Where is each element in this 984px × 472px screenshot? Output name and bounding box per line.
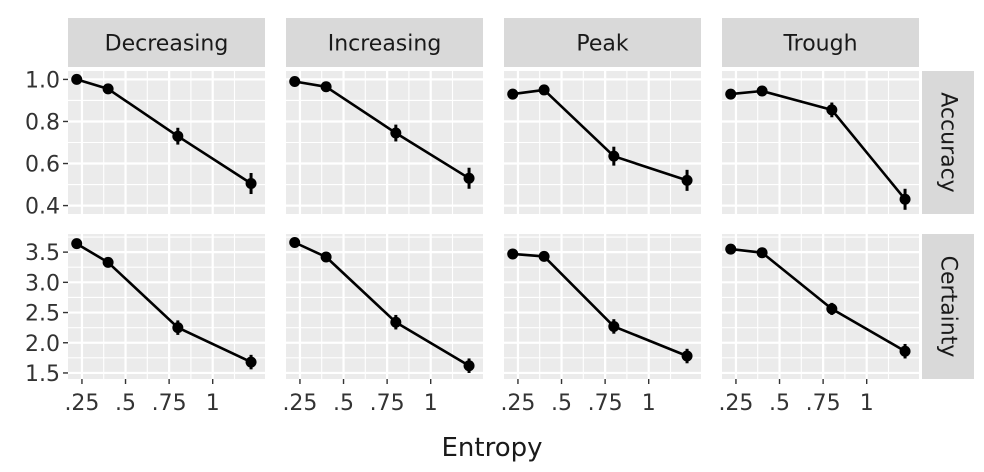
data-point [320, 81, 332, 93]
series-line [76, 78, 252, 185]
x-tick-label: .25 [500, 391, 535, 416]
x-tick-label: .75 [152, 391, 187, 416]
y-tick-label: 3.5 [25, 241, 60, 266]
series-line [76, 242, 252, 364]
data-point [172, 322, 184, 334]
x-tick-label: .25 [282, 391, 317, 416]
data-point [725, 243, 737, 255]
data-point [608, 320, 620, 332]
strip-increasing [286, 18, 483, 67]
x-tick-label: .5 [333, 391, 354, 416]
panel-accuracy-decreasing [68, 71, 265, 214]
data-point [245, 356, 257, 368]
data-point [681, 350, 693, 362]
data-point [102, 83, 114, 95]
series-line [512, 252, 688, 358]
strip-label-increasing: Increasing [328, 32, 442, 57]
x-tick-label: .75 [806, 391, 841, 416]
data-point [71, 238, 83, 250]
facet-grid: Decreasing Increasing Peak Trough Accuracy 0.… [25, 18, 974, 416]
data-point [725, 88, 737, 100]
x-tick-label: .25 [718, 391, 753, 416]
y-tick-label: 0.4 [25, 195, 60, 220]
y-tick-label: 2.5 [25, 302, 60, 327]
panel-certainty-trough [722, 234, 919, 379]
strip-label-trough: Trough [782, 32, 857, 57]
x-tick-label: .5 [551, 391, 572, 416]
series-line [730, 247, 906, 353]
data-point [507, 88, 519, 100]
data-point [826, 303, 838, 315]
data-point [538, 250, 550, 262]
data-point [289, 76, 301, 88]
data-point [390, 127, 402, 139]
x-tick-label: 1 [642, 391, 656, 416]
strip-label-accuracy: Accuracy [936, 92, 961, 192]
data-point [608, 150, 620, 162]
y-tick-label: 2.0 [25, 332, 60, 357]
data-point [102, 256, 114, 268]
data-point [899, 345, 911, 357]
data-point [390, 316, 402, 328]
data-point [320, 251, 332, 263]
x-tick-label: .5 [115, 391, 136, 416]
strip-certainty [922, 234, 974, 379]
data-point [463, 172, 475, 184]
data-point [899, 193, 911, 205]
strip-label-certainty: Certainty [936, 256, 961, 358]
data-point [681, 174, 693, 186]
panel-accuracy-increasing [286, 71, 483, 214]
x-axis-title: Entropy [441, 433, 542, 463]
strip-trough [722, 18, 919, 67]
x-tick-label: .5 [769, 391, 790, 416]
series-line [294, 80, 470, 180]
y-tick-label: 3.0 [25, 271, 60, 296]
strip-label-peak: Peak [576, 32, 628, 57]
panel-certainty-peak [504, 234, 701, 379]
data-point [507, 248, 519, 260]
data-point [756, 85, 768, 97]
data-point [538, 84, 550, 96]
strip-label-decreasing: Decreasing [105, 32, 229, 57]
panel-certainty-decreasing [68, 234, 265, 379]
series-line [294, 241, 470, 367]
data-point [826, 104, 838, 116]
panel-background [504, 234, 701, 379]
panel-certainty-increasing [286, 234, 483, 379]
panel-background [722, 234, 919, 379]
panel-accuracy-peak [504, 71, 701, 214]
y-tick-label: 1.5 [25, 362, 60, 387]
series-line [730, 89, 907, 201]
x-tick-label: .75 [370, 391, 405, 416]
data-point [245, 178, 257, 190]
y-tick-label: 1.0 [25, 68, 60, 93]
x-tick-label: 1 [206, 391, 220, 416]
data-point [289, 236, 301, 248]
strip-accuracy [922, 71, 974, 214]
data-point [71, 73, 83, 85]
strip-decreasing [68, 18, 265, 67]
x-tick-label: 1 [860, 391, 874, 416]
x-tick-label: .25 [64, 391, 99, 416]
series-line [512, 88, 688, 182]
data-point [756, 247, 768, 259]
panel-accuracy-trough [722, 71, 919, 214]
data-point [172, 130, 184, 142]
x-tick-label: 1 [424, 391, 438, 416]
data-point [463, 360, 475, 372]
x-tick-label: .75 [588, 391, 623, 416]
strip-peak [504, 18, 701, 67]
y-tick-label: 0.6 [25, 153, 60, 178]
y-tick-label: 0.8 [25, 110, 60, 135]
